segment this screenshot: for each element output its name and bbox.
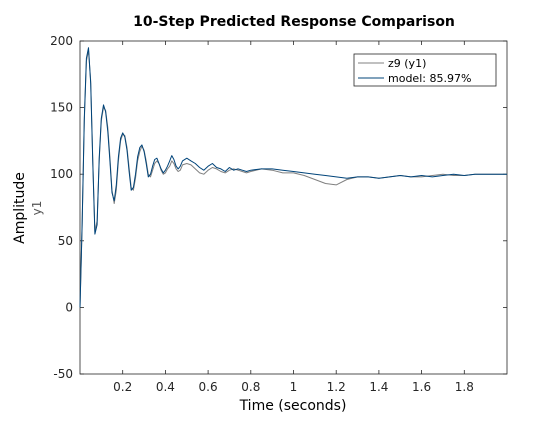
x-tick-label: 1.4 <box>369 380 388 394</box>
x-tick-label: 1.8 <box>455 380 474 394</box>
legend-label-model: model: 85.97% <box>388 72 471 85</box>
x-tick-label: 1.2 <box>327 380 346 394</box>
y-axis-label: Amplitude <box>12 172 28 244</box>
legend-label-z9: z9 (y1) <box>388 57 426 70</box>
x-tick-label: 1.6 <box>412 380 431 394</box>
chart-title: 10-Step Predicted Response Comparison <box>133 14 455 30</box>
y-tick-label: 50 <box>58 234 73 248</box>
y-tick-label: -50 <box>53 367 73 381</box>
legend-box <box>353 53 497 87</box>
y-tick-label: 150 <box>50 101 73 115</box>
x-tick-label: 0.6 <box>199 380 218 394</box>
y-ticks-group: -50 0 50 100 150 200 <box>50 34 507 381</box>
x-tick-label: 0.4 <box>156 380 175 394</box>
y-tick-label: 200 <box>50 34 73 48</box>
y-tick-label: 100 <box>50 167 73 181</box>
series-line-model <box>79 47 507 308</box>
y-tick-label: 0 <box>65 300 73 314</box>
legend: z9 (y1) model: 85.97% <box>353 53 497 87</box>
series-lines-group <box>79 47 507 308</box>
x-tick-label: 0.8 <box>241 380 260 394</box>
plot-area <box>79 40 508 375</box>
x-axis-label: Time (seconds) <box>239 398 347 414</box>
x-tick-label: 0.2 <box>113 380 132 394</box>
x-ticks-group: 0.2 0.4 0.6 0.8 1 1.2 1.4 1.6 1.8 <box>113 41 474 394</box>
y-axis-sublabel: y1 <box>30 201 44 216</box>
x-tick-label: 1 <box>290 380 298 394</box>
